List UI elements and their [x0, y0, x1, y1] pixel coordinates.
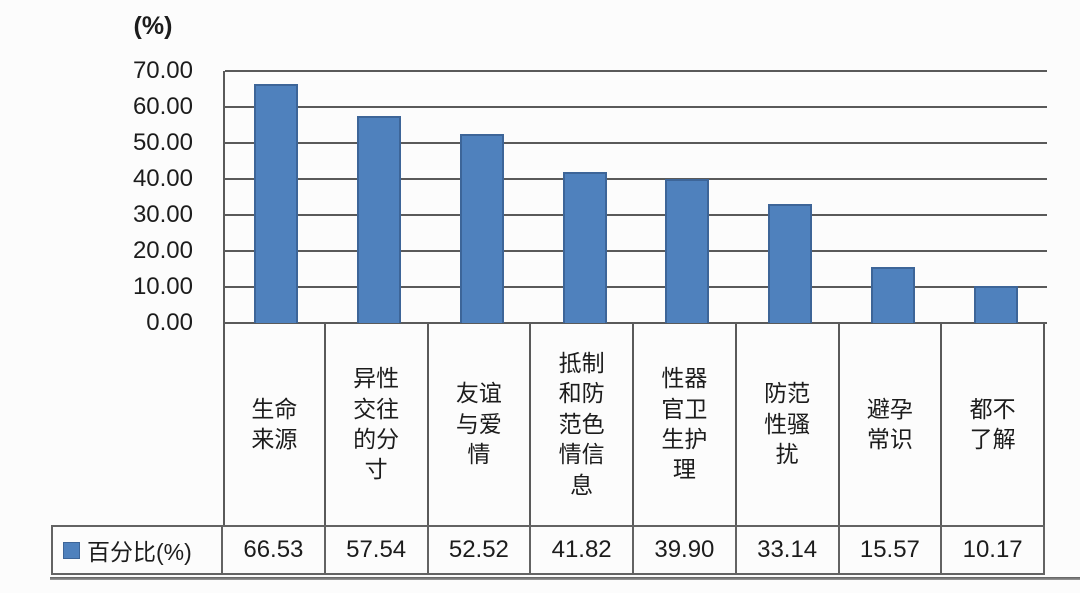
bottom-divider: [50, 577, 1080, 580]
gridline: [225, 178, 1047, 180]
category-label: 性器官卫生护理: [661, 365, 708, 483]
y-axis-title: (%): [133, 12, 173, 40]
y-tick-label: 0.00: [146, 309, 193, 336]
bar: [357, 115, 402, 323]
category-cell: 生命来源: [223, 323, 326, 525]
bar: [562, 172, 607, 323]
gridline: [225, 214, 1047, 216]
category-cell: 性器官卫生护理: [634, 323, 737, 525]
bar: [973, 286, 1018, 323]
category-label: 异性交往的分寸: [353, 365, 400, 483]
gridline: [225, 106, 1047, 108]
category-cell: 避孕常识: [840, 323, 943, 525]
y-tick-label: 10.00: [132, 273, 193, 300]
table-value-cell: 41.82: [531, 525, 634, 575]
category-cell: 都不了解: [942, 323, 1045, 525]
legend-label: 百分比(%): [87, 539, 192, 565]
category-label: 抵制和防范色情信息: [558, 350, 605, 498]
category-cell: 防范性骚扰: [737, 323, 840, 525]
y-tick-label: 20.00: [132, 237, 193, 264]
y-tick-label: 50.00: [132, 129, 193, 156]
table-value-cell: 57.54: [325, 525, 429, 575]
bar: [459, 133, 504, 323]
table-value-cell: 15.57: [839, 525, 943, 575]
bar: [768, 203, 813, 323]
table-value-cell: 10.17: [942, 525, 1045, 575]
y-tick-label: 30.00: [132, 201, 193, 228]
legend-cell: 百分比(%): [51, 525, 223, 575]
bar: [665, 179, 710, 323]
bar: [254, 83, 299, 323]
gridline: [225, 322, 1047, 324]
y-tick-label: 70.00: [132, 57, 193, 84]
category-cell: 异性交往的分寸: [326, 323, 429, 525]
gridline: [225, 142, 1047, 144]
gridline: [225, 286, 1047, 288]
category-label: 生命来源: [251, 395, 298, 452]
table-value-cell: 66.53: [223, 525, 326, 575]
table-value-cell: 33.14: [736, 525, 840, 575]
category-cell: 友谊与爱情: [429, 323, 532, 525]
gridline: [225, 70, 1047, 72]
plot-area: [223, 70, 1047, 324]
category-label: 都不了解: [969, 395, 1016, 452]
y-tick-label: 40.00: [132, 165, 193, 192]
bar: [870, 266, 915, 323]
category-label: 防范性骚扰: [764, 380, 811, 468]
gridline: [225, 250, 1047, 252]
legend-color-swatch-icon: [63, 541, 80, 559]
y-tick-label: 60.00: [132, 93, 193, 120]
table-value-cell: 52.52: [428, 525, 532, 575]
category-cell: 抵制和防范色情信息: [531, 323, 634, 525]
table-value-cell: 39.90: [634, 525, 737, 575]
category-label: 避孕常识: [866, 395, 913, 452]
category-label: 友谊与爱情: [455, 380, 502, 468]
